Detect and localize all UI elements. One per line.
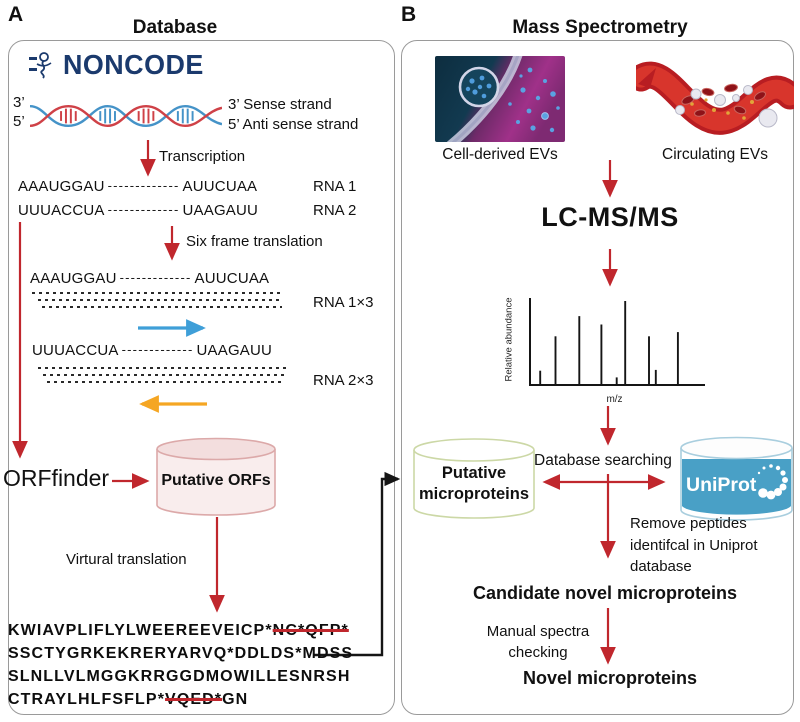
noncode-icon: [29, 52, 52, 79]
rna2-gap: -------------: [107, 202, 180, 217]
database-searching-label: Database searching: [534, 452, 672, 469]
panel-b-label: B: [401, 3, 417, 26]
putative-microproteins-cylinder: Putative microproteins: [412, 437, 536, 521]
protein-line-3: SLNLLVLMGGKRRGGDMOWILLESNRSH: [8, 668, 351, 685]
rna2x3-label: RNA 2×3: [313, 372, 374, 389]
uniprot-logo-dots: [757, 464, 788, 500]
six-frame-label: Six frame translation: [186, 233, 323, 250]
small-particles: [690, 98, 754, 120]
protein-sequence-block: KWIAVPLIFLYLWEEREEVEICP*NC*QFP* SSCTYGRK…: [8, 619, 353, 711]
dna-rungs-red: [60, 108, 155, 124]
dna-helix: [30, 104, 222, 128]
circulating-evs-label: Circulating EVs: [662, 146, 768, 163]
protein-line-2: SSCTYGRKEKRERYARVQ*DDLDS*MDSS: [8, 645, 354, 662]
rna2-label: RNA 2: [313, 202, 357, 219]
dna-5prime-label: 5’: [13, 113, 25, 130]
protein-line4-kept: CTRAYLHLFSFLP*: [8, 691, 166, 708]
putative-microproteins-label: Putative microproteins: [418, 464, 530, 503]
spectrum-axes: [529, 298, 705, 386]
frame2-start: UUUACCUA: [32, 342, 119, 359]
protein-line1-struck: NC*QFP*: [272, 622, 349, 639]
novel-microproteins-label: Novel microproteins: [522, 668, 698, 688]
frame1-start: AAAUGGAU: [30, 270, 117, 287]
protein-line4-tail: GN: [222, 691, 249, 708]
frame2-reading-frames: [38, 367, 292, 388]
sense-strand-label: 3’ Sense strand: [228, 96, 332, 113]
rna1-sequence: AAAUGGAU ------------- AUUCUAA: [18, 178, 257, 195]
rna2-start: UUUACCUA: [18, 202, 105, 219]
putative-orfs-cylinder-shape: [156, 437, 276, 516]
panel-a-label: A: [8, 3, 24, 26]
manual-spectra-checking-label: Manual spectra checking: [486, 623, 590, 661]
vessel-cut-end: [638, 68, 656, 88]
putative-microproteins-cylinder-shape: [413, 438, 535, 519]
uniprot-band: [682, 459, 791, 515]
spectrum-ylabel: Relative abundance: [503, 297, 515, 382]
rna2-end: UAAGAUU: [182, 202, 259, 219]
candidate-novel-microproteins-label: Candidate novel microproteins: [472, 583, 738, 603]
mass-spectrum-chart: [529, 298, 705, 386]
red-flow-arrows: [12, 140, 666, 665]
frame1-sequence: AAAUGGAU ------------- AUUCUAA: [30, 270, 269, 287]
panel-database: [8, 40, 395, 715]
panel-a-title: Database: [132, 17, 218, 38]
rna1-end: AUUCUAA: [182, 178, 258, 195]
released-ev-dots: [508, 67, 560, 133]
antisense-strand-label: 5’ Anti sense strand: [228, 116, 359, 133]
uniprot-cylinder: UniProt: [678, 436, 795, 524]
frame1-end: AUUCUAA: [194, 270, 270, 287]
protein-line4-struck: VQED*: [165, 691, 223, 708]
rna1-label: RNA 1: [313, 178, 357, 195]
protein-to-microproteins-connector: [314, 471, 401, 657]
lcmsms-label: LC-MS/MS: [541, 202, 679, 232]
rna2-sequence: UUUACCUA ------------- UAAGAUU: [18, 202, 258, 219]
dna-rungs-blue: [99, 108, 194, 124]
spectrum-peaks: [539, 301, 679, 385]
red-blood-cells: [681, 83, 766, 117]
protein-line-4: CTRAYLHLFSFLP*VQED*GN: [8, 688, 353, 711]
putative-orfs-cylinder: Putative ORFs: [155, 437, 277, 517]
uniprot-logo-text: UniProt: [686, 474, 757, 496]
panel-mass-spectrometry: [401, 40, 794, 715]
orffinder-label: ORFfinder: [3, 465, 110, 491]
frame2-gap: -------------: [121, 342, 194, 357]
noncode-logo: NONCODE: [28, 49, 210, 81]
circulating-evs-image: [636, 61, 794, 135]
dna-3prime-label: 3’: [13, 94, 25, 111]
virtual-translation-label: Virtural translation: [66, 551, 187, 568]
uniprot-cylinder-shape: UniProt: [680, 436, 793, 521]
protein-line1-kept: KWIAVPLIFLYLWEEREEVEICP*: [8, 622, 273, 639]
vesicle-dots: [465, 75, 492, 99]
dna-strand-red: [30, 104, 222, 128]
putative-orfs-label: Putative ORFs: [161, 472, 271, 489]
protein-line-1: KWIAVPLIFLYLWEEREEVEICP*NC*QFP*: [8, 619, 353, 642]
rna1-gap: -------------: [107, 178, 180, 193]
frame2-end: UAAGAUU: [196, 342, 273, 359]
frame1-gap: -------------: [119, 270, 192, 285]
rna1x3-label: RNA 1×3: [313, 294, 374, 311]
spectrum-xlabel: m/z: [606, 394, 623, 405]
cell-derived-evs-image: [435, 56, 565, 142]
rna1-start: AAAUGGAU: [18, 178, 105, 195]
remove-peptides-label: Remove peptides identifcal in Uniprot da…: [630, 515, 758, 575]
noncode-logo-text: NONCODE: [63, 49, 204, 80]
frame2-sequence: UUUACCUA ------------- UAAGAUU: [32, 342, 272, 359]
panel-b-title: Mass Spectrometry: [512, 17, 688, 38]
transcription-label: Transcription: [159, 148, 246, 165]
white-ev-spheres: [675, 85, 778, 128]
cell-evs-label: Cell-derived EVs: [442, 146, 558, 163]
frame1-reading-frames: [32, 292, 286, 313]
